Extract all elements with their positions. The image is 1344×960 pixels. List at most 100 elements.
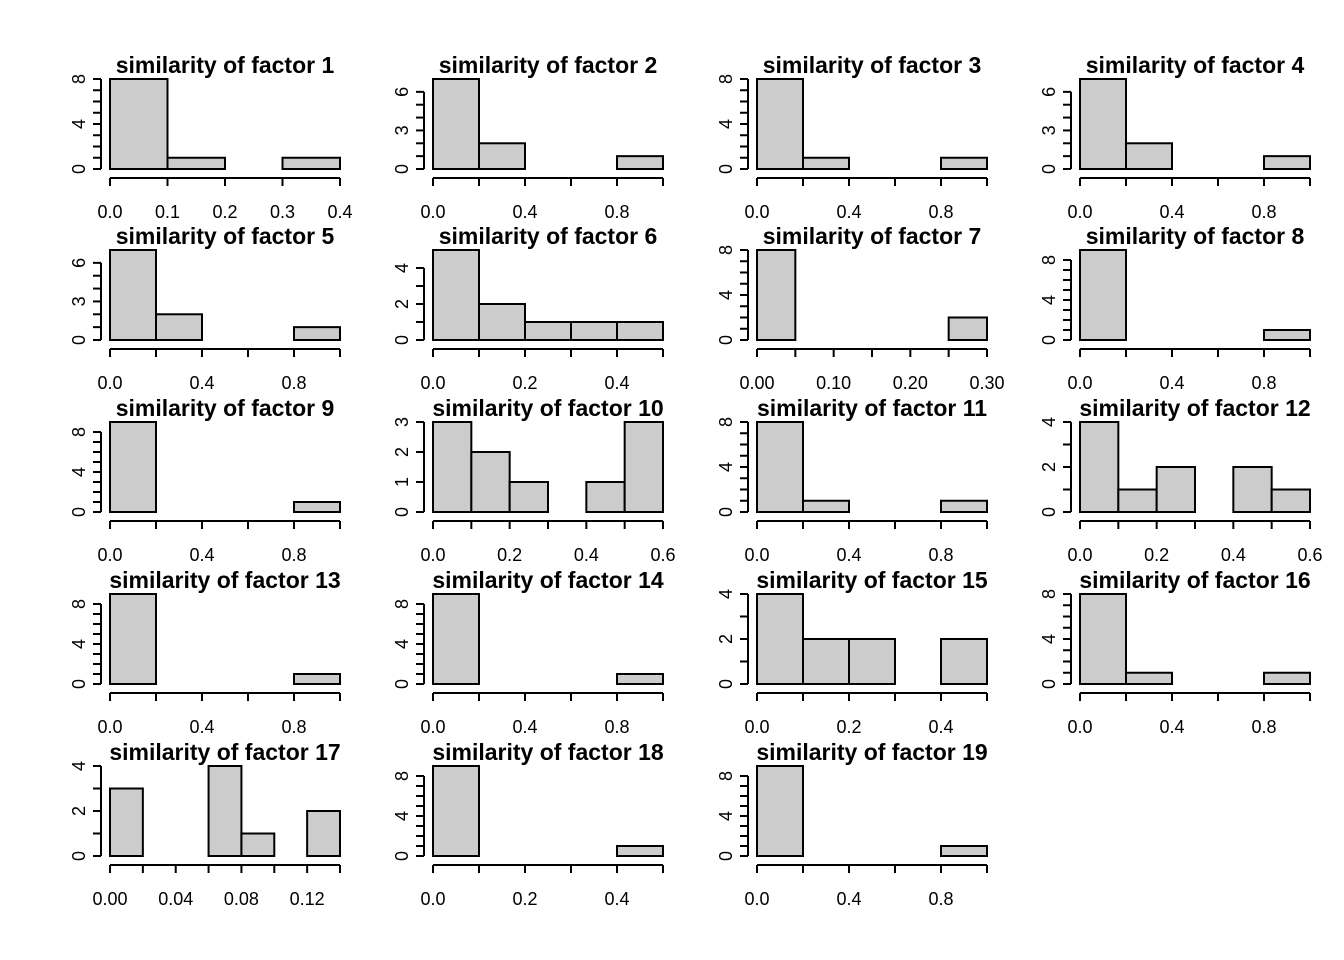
y-tick-label: 4 [716, 589, 736, 599]
x-tick-label: 0.2 [212, 202, 237, 222]
panel-title: similarity of factor 16 [1079, 567, 1310, 593]
x-tick-label: 0.8 [604, 202, 629, 222]
y-tick-label: 3 [69, 296, 89, 306]
y-tick-label: 8 [716, 74, 736, 84]
x-tick-label: 0.2 [836, 717, 861, 737]
y-tick-label: 8 [1039, 589, 1059, 599]
x-tick-label: 0.2 [497, 545, 522, 565]
x-tick-label: 0.30 [969, 373, 1004, 393]
y-tick-label: 8 [392, 771, 412, 781]
histogram-bar [1232, 466, 1273, 513]
x-tick-label: 0.8 [281, 373, 306, 393]
y-tick-label: 2 [392, 447, 412, 457]
panel-title: similarity of factor 5 [116, 223, 335, 249]
x-tick-label: 0.2 [1144, 545, 1169, 565]
histogram-bar [1270, 488, 1311, 513]
y-tick-label: 4 [392, 811, 412, 821]
y-tick-label: 0 [392, 851, 412, 861]
histogram-bar [848, 638, 896, 685]
x-tick-label: 0.4 [327, 202, 352, 222]
x-tick-label: 0.8 [281, 717, 306, 737]
histogram-bar [109, 421, 157, 513]
y-tick-label: 8 [716, 417, 736, 427]
y-tick-label: 4 [392, 639, 412, 649]
x-tick-label: 0.00 [739, 373, 774, 393]
histogram-panel: similarity of factor 13 0 4 8 0.0 0.4 0.8 [69, 567, 341, 737]
x-tick-label: 0.4 [512, 717, 537, 737]
histogram-bar [432, 765, 480, 857]
histogram-bar [1155, 466, 1196, 513]
x-tick-label: 0.4 [189, 373, 214, 393]
panel-title: similarity of factor 18 [432, 739, 664, 765]
panel-title: similarity of factor 11 [757, 395, 987, 421]
histogram-bar [432, 249, 480, 341]
histogram-bar [1079, 249, 1127, 341]
y-tick-label: 0 [69, 507, 89, 517]
panel-title: similarity of factor 17 [109, 739, 340, 765]
histogram-bar [616, 845, 664, 857]
histogram-bar [1263, 671, 1311, 685]
histogram-bar [1125, 142, 1173, 171]
histogram-bar [470, 451, 511, 513]
y-tick-label: 4 [69, 467, 89, 477]
y-tick-label: 0 [69, 164, 89, 174]
histogram-panel: similarity of factor 4 0 3 6 0.0 0.4 0.8 [1039, 52, 1311, 222]
x-tick-label: 0.1 [155, 202, 180, 222]
histogram-panel: similarity of factor 5 0 3 6 0.0 0.4 0.8 [69, 223, 341, 393]
panel-title: similarity of factor 6 [439, 223, 658, 249]
x-tick-label: 0.4 [512, 202, 537, 222]
histogram-bar [432, 421, 473, 513]
histogram-panel: similarity of factor 15 0 2 4 0.0 0.2 0.4 [716, 567, 988, 737]
x-tick-label: 0.0 [744, 545, 769, 565]
x-tick-label: 0.4 [189, 545, 214, 565]
x-tick-label: 0.4 [836, 202, 861, 222]
histogram-bar [240, 832, 276, 857]
y-tick-label: 0 [392, 507, 412, 517]
histogram-panel: similarity of factor 16 0 4 8 0.0 0.4 0.8 [1039, 567, 1311, 737]
y-tick-label: 0 [69, 335, 89, 345]
y-tick-label: 4 [1039, 295, 1059, 305]
y-tick-label: 3 [1039, 125, 1059, 135]
histogram-bar [1263, 155, 1311, 170]
y-tick-label: 2 [1039, 462, 1059, 472]
histogram-panel: similarity of factor 18 0 4 8 0.0 0.2 0.4 [392, 739, 664, 909]
panel-title: similarity of factor 9 [116, 395, 335, 421]
histogram-panel: similarity of factor 12 0 2 4 0.0 0.2 0.4 0.6 [1039, 395, 1323, 565]
x-tick-label: 0.0 [744, 889, 769, 909]
histogram-panel: similarity of factor 8 0 4 8 0.0 0.4 0.8 [1039, 223, 1311, 393]
x-tick-label: 0.8 [1251, 717, 1276, 737]
x-tick-label: 0.0 [97, 373, 122, 393]
histogram-bar [756, 765, 804, 857]
x-tick-label: 0.4 [836, 889, 861, 909]
histogram-panel: similarity of factor 9 0 4 8 0.0 0.4 0.8 [69, 395, 341, 565]
x-tick-label: 0.4 [1159, 373, 1184, 393]
histogram-bar [293, 673, 341, 685]
x-tick-label: 0.4 [1159, 717, 1184, 737]
panel-title: similarity of factor 10 [432, 395, 663, 421]
x-tick-label: 0.04 [158, 889, 193, 909]
histogram-bar [1263, 329, 1311, 341]
histogram-bar [756, 249, 797, 341]
x-tick-label: 0.10 [816, 373, 851, 393]
histogram-bar [524, 321, 572, 341]
histogram-bar [756, 593, 804, 685]
histogram-bar [802, 638, 850, 685]
histogram-bar [585, 481, 626, 513]
y-tick-label: 8 [69, 74, 89, 84]
histogram-bar [940, 845, 988, 857]
histogram-bar [570, 321, 618, 341]
y-tick-label: 4 [716, 462, 736, 472]
y-tick-label: 4 [716, 811, 736, 821]
histogram-panel: similarity of factor 3 0 4 8 0.0 0.4 0.8 [716, 52, 988, 222]
histogram-bar [616, 673, 664, 685]
y-tick-label: 4 [716, 290, 736, 300]
histogram-bar [432, 593, 480, 685]
x-tick-label: 0.4 [604, 373, 629, 393]
histogram-bar [1079, 593, 1127, 685]
panel-title: similarity of factor 1 [116, 52, 335, 78]
histogram-bar [616, 155, 664, 170]
histogram-bar [802, 499, 850, 513]
x-tick-label: 0.6 [1297, 545, 1322, 565]
y-tick-label: 0 [69, 679, 89, 689]
